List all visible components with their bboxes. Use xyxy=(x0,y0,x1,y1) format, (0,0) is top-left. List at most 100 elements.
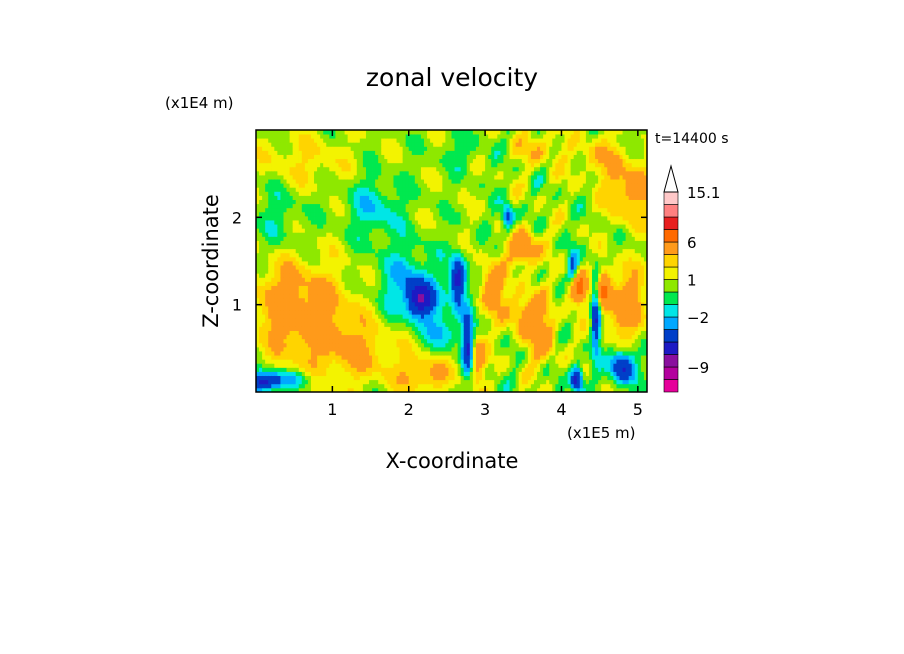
heatmap-cell xyxy=(463,179,468,184)
heatmap-cell xyxy=(332,256,336,262)
heatmap-cell xyxy=(307,256,312,262)
heatmap-cell xyxy=(393,146,397,151)
heatmap-cell xyxy=(390,383,394,389)
heatmap-cell xyxy=(436,367,440,372)
heatmap-cell xyxy=(277,146,281,151)
heatmap-cell xyxy=(350,261,355,266)
heatmap-cell xyxy=(402,154,407,160)
heatmap-cell xyxy=(399,170,404,176)
heatmap-cell xyxy=(457,162,462,168)
heatmap-cell xyxy=(482,269,486,274)
heatmap-cell xyxy=(420,232,425,237)
heatmap-cell xyxy=(448,244,452,250)
heatmap-cell xyxy=(387,211,391,217)
heatmap-cell xyxy=(369,334,373,340)
heatmap-cell xyxy=(298,269,303,274)
heatmap-cell xyxy=(475,330,480,336)
heatmap-cell xyxy=(390,338,394,344)
heatmap-cell xyxy=(304,211,309,217)
heatmap-cell xyxy=(359,162,364,168)
heatmap-cell xyxy=(381,269,385,274)
heatmap-cell xyxy=(454,375,458,381)
heatmap-cell xyxy=(268,285,272,291)
heatmap-cell xyxy=(387,306,391,311)
heatmap-cell xyxy=(292,170,297,176)
heatmap-cell xyxy=(375,175,379,180)
heatmap-cell xyxy=(442,265,446,270)
heatmap-cell xyxy=(478,383,483,389)
heatmap-cell xyxy=(369,240,373,246)
heatmap-cell xyxy=(448,252,452,258)
heatmap-cell xyxy=(433,252,437,258)
heatmap-cell xyxy=(317,203,321,209)
heatmap-cell xyxy=(262,199,266,205)
heatmap-cell xyxy=(265,179,269,184)
heatmap-cell xyxy=(262,191,266,196)
heatmap-cell xyxy=(475,265,480,270)
heatmap-cell xyxy=(286,183,290,188)
heatmap-cell xyxy=(369,318,373,323)
heatmap-cell xyxy=(292,175,297,180)
heatmap-cell xyxy=(362,170,367,176)
heatmap-cell xyxy=(485,224,489,229)
heatmap-cell xyxy=(350,232,355,237)
heatmap-cell xyxy=(271,355,275,360)
heatmap-cell xyxy=(457,273,462,278)
heatmap-cell xyxy=(262,297,266,303)
heatmap-cell xyxy=(320,199,324,205)
heatmap-cell xyxy=(256,281,260,286)
heatmap-cell xyxy=(338,293,342,299)
heatmap-cell xyxy=(365,166,370,172)
heatmap-cell xyxy=(402,252,407,258)
heatmap-cell xyxy=(310,351,315,356)
heatmap-cell xyxy=(485,187,489,192)
heatmap-cell xyxy=(488,134,492,139)
heatmap-cell xyxy=(280,375,284,381)
heatmap-cell xyxy=(274,318,278,323)
heatmap-cell xyxy=(271,338,275,344)
heatmap-cell xyxy=(378,387,382,393)
heatmap-cell xyxy=(475,310,480,315)
heatmap-cell xyxy=(259,310,263,315)
heatmap-cell xyxy=(463,371,468,377)
heatmap-cell xyxy=(280,162,284,168)
heatmap-cell xyxy=(436,130,440,135)
heatmap-cell xyxy=(317,228,321,233)
heatmap-cell xyxy=(439,269,443,274)
heatmap-cell xyxy=(320,269,324,274)
heatmap-cell xyxy=(396,269,400,274)
heatmap-cell xyxy=(353,383,358,389)
heatmap-cell xyxy=(482,355,486,360)
heatmap-cell xyxy=(384,375,388,381)
heatmap-cell xyxy=(414,314,419,319)
heatmap-cell xyxy=(451,293,455,299)
heatmap-cell xyxy=(329,330,333,336)
heatmap-cell xyxy=(359,351,364,356)
heatmap-cell xyxy=(466,179,471,184)
heatmap-cell xyxy=(301,289,306,295)
heatmap-cell xyxy=(307,326,312,331)
heatmap-cell xyxy=(436,203,440,209)
heatmap-cell xyxy=(384,175,388,180)
heatmap-cell xyxy=(417,387,422,393)
heatmap-cell xyxy=(460,281,465,286)
heatmap-cell xyxy=(472,342,477,348)
heatmap-cell xyxy=(491,175,495,180)
heatmap-cell xyxy=(414,240,419,246)
heatmap-cell xyxy=(344,277,349,282)
heatmap-cell xyxy=(323,215,327,221)
heatmap-cell xyxy=(442,338,446,344)
heatmap-cell xyxy=(420,383,425,389)
heatmap-cell xyxy=(268,203,272,209)
heatmap-cell xyxy=(283,293,287,299)
heatmap-cell xyxy=(427,130,431,135)
heatmap-cell xyxy=(289,293,294,299)
heatmap-cell xyxy=(295,269,300,274)
heatmap-cell xyxy=(326,232,330,237)
heatmap-cell xyxy=(314,240,318,246)
heatmap-cell xyxy=(387,248,391,254)
heatmap-cell xyxy=(329,248,333,254)
heatmap-cell xyxy=(289,351,294,356)
heatmap-cell xyxy=(466,306,471,311)
heatmap-cell xyxy=(286,142,290,147)
